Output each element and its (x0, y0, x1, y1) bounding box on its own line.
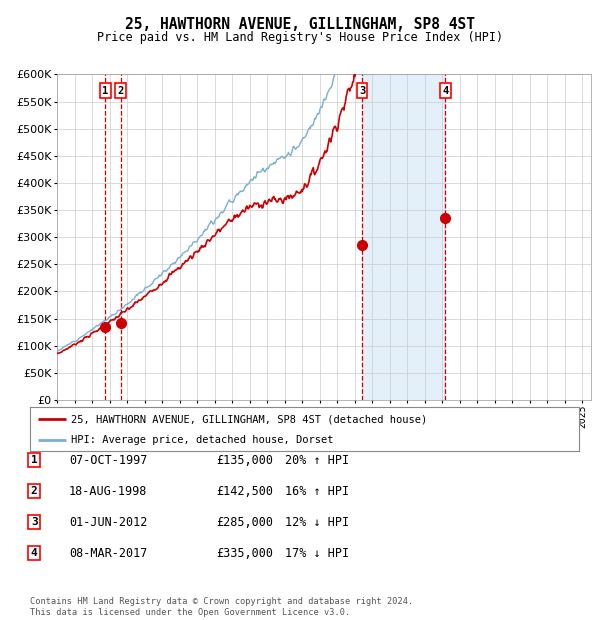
Text: HPI: Average price, detached house, Dorset: HPI: Average price, detached house, Dors… (71, 435, 334, 445)
Text: 12% ↓ HPI: 12% ↓ HPI (285, 516, 349, 528)
Text: 2: 2 (31, 486, 38, 496)
Text: £335,000: £335,000 (216, 547, 273, 559)
Text: 07-OCT-1997: 07-OCT-1997 (69, 454, 148, 466)
Text: 4: 4 (442, 86, 448, 95)
Text: Contains HM Land Registry data © Crown copyright and database right 2024.
This d: Contains HM Land Registry data © Crown c… (30, 598, 413, 617)
Text: £135,000: £135,000 (216, 454, 273, 466)
Text: 16% ↑ HPI: 16% ↑ HPI (285, 485, 349, 497)
Text: 25, HAWTHORN AVENUE, GILLINGHAM, SP8 4ST (detached house): 25, HAWTHORN AVENUE, GILLINGHAM, SP8 4ST… (71, 414, 427, 424)
Text: 2: 2 (118, 86, 124, 95)
Text: £285,000: £285,000 (216, 516, 273, 528)
Text: 1: 1 (103, 86, 109, 95)
Text: £142,500: £142,500 (216, 485, 273, 497)
Text: Price paid vs. HM Land Registry's House Price Index (HPI): Price paid vs. HM Land Registry's House … (97, 31, 503, 44)
Bar (362, 74, 445, 400)
Text: 01-JUN-2012: 01-JUN-2012 (69, 516, 148, 528)
Text: 1: 1 (31, 455, 38, 465)
Text: 3: 3 (31, 517, 38, 527)
Text: 08-MAR-2017: 08-MAR-2017 (69, 547, 148, 559)
Text: 25, HAWTHORN AVENUE, GILLINGHAM, SP8 4ST: 25, HAWTHORN AVENUE, GILLINGHAM, SP8 4ST (125, 17, 475, 32)
Text: 20% ↑ HPI: 20% ↑ HPI (285, 454, 349, 466)
Text: 3: 3 (359, 86, 365, 95)
Text: 18-AUG-1998: 18-AUG-1998 (69, 485, 148, 497)
Text: 4: 4 (31, 548, 38, 558)
Text: 17% ↓ HPI: 17% ↓ HPI (285, 547, 349, 559)
